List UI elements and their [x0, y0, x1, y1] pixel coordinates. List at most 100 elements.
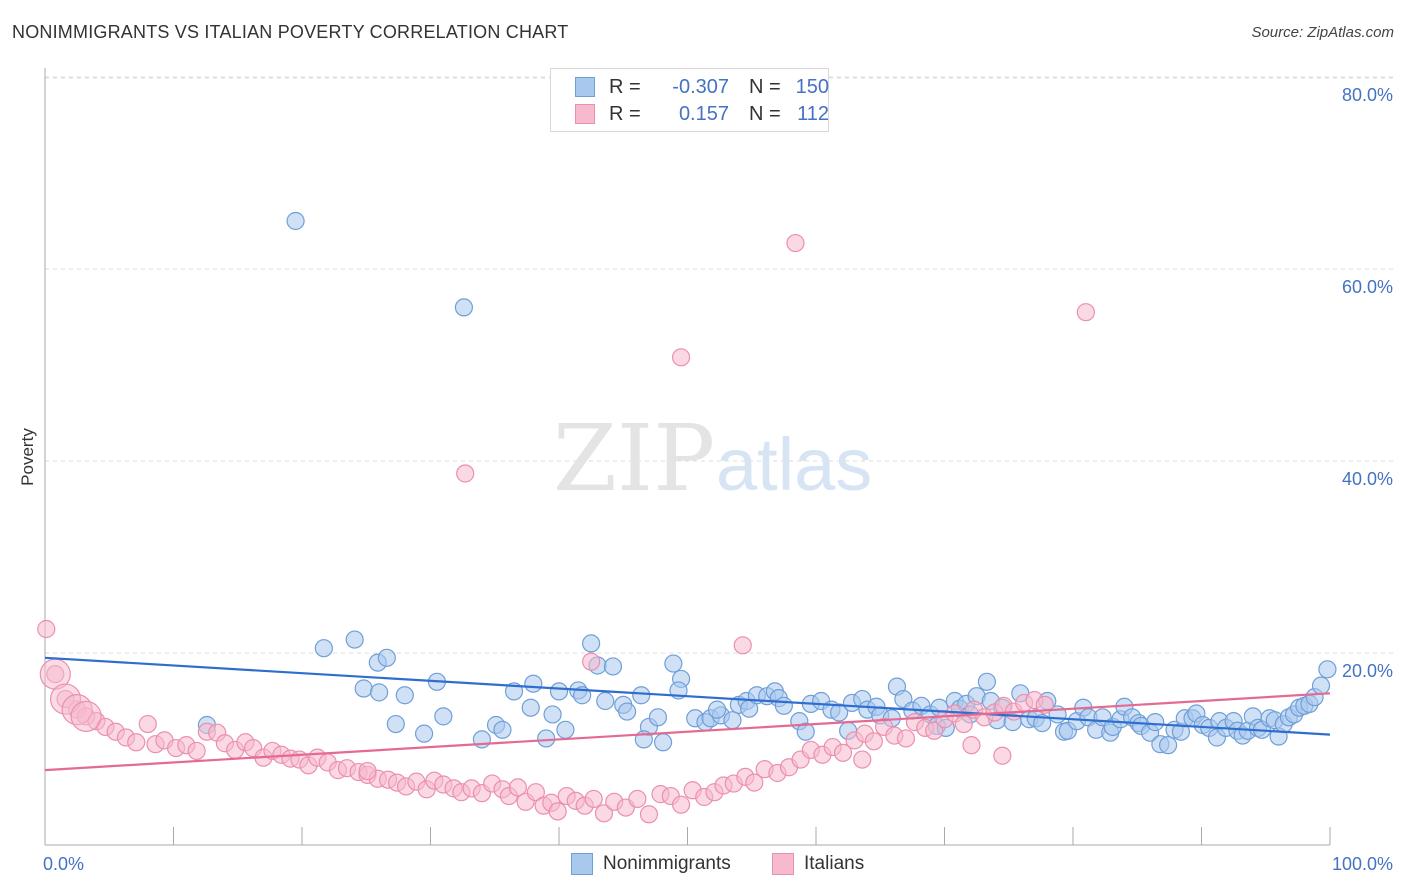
r-value: -0.307: [672, 75, 729, 98]
scatter-point: [386, 714, 405, 734]
scatter-point: [354, 679, 373, 698]
scatter-point: [537, 729, 556, 748]
scatter-point: [648, 708, 668, 727]
italians-points: [37, 233, 1095, 824]
scatter-point: [864, 732, 883, 751]
watermark-zip: ZIP: [553, 405, 715, 512]
scatter-point: [796, 722, 815, 741]
scatter-point: [853, 750, 872, 769]
scatter-point: [1146, 713, 1165, 732]
scatter-point: [549, 682, 569, 701]
x-tick-label: 0.0%: [43, 854, 84, 874]
scatter-point: [370, 683, 389, 702]
legend-row-nonimmigrants: R = -0.307 N = 150: [575, 75, 829, 99]
scatter-point: [632, 686, 651, 705]
blue-swatch: [575, 77, 595, 97]
n-label: N =: [749, 102, 781, 125]
x-tick-label: 100.0%: [1332, 854, 1393, 874]
y-tick-label: 80.0%: [1342, 85, 1393, 105]
scatter-point: [37, 619, 56, 639]
scatter-point: [434, 707, 453, 726]
scatter-point: [138, 714, 157, 734]
legend-item-italians: Italians: [772, 852, 864, 876]
pink-swatch: [575, 104, 595, 124]
scatter-point: [925, 721, 944, 740]
scatter-point: [556, 720, 575, 739]
trend-line: [44, 656, 1331, 736]
scatter-point: [493, 720, 512, 739]
scatter-point: [521, 698, 540, 717]
scatter-point: [833, 743, 853, 762]
scatter-point: [1318, 660, 1337, 679]
y-axis-label: Poverty: [18, 428, 37, 486]
legend-item-nonimmigrants: Nonimmigrants: [571, 852, 731, 876]
scatter-point: [1076, 303, 1095, 322]
scatter-point: [962, 736, 981, 755]
scatter-point: [993, 746, 1012, 765]
scatter-point: [70, 700, 102, 732]
blue-swatch: [571, 853, 593, 875]
scatter-point: [414, 724, 434, 743]
scatter-point: [733, 636, 752, 655]
scatter-point: [456, 464, 475, 483]
scatter-point: [1311, 676, 1331, 695]
scatter-point: [954, 714, 973, 734]
scatter-point: [358, 761, 377, 781]
axes: [44, 68, 1331, 846]
scatter-point: [671, 348, 691, 367]
trend-line: [44, 692, 1331, 772]
scatter-point: [745, 773, 764, 792]
source-label: Source: ZipAtlas.com: [1251, 24, 1394, 41]
scatter-point: [628, 789, 647, 809]
scatter-point: [524, 674, 543, 693]
scatter-point: [723, 711, 742, 730]
scatter-point: [187, 741, 206, 761]
scatter-point: [618, 702, 637, 721]
scatter-point: [377, 648, 396, 667]
watermark: ZIP atlas: [553, 405, 872, 512]
y-tick-label: 60.0%: [1342, 277, 1393, 297]
trend-lines: [44, 656, 1331, 772]
scatter-point: [639, 805, 659, 824]
pink-swatch: [772, 853, 794, 875]
scatter-point: [286, 211, 305, 231]
scatter-point: [127, 733, 146, 752]
watermark-atlas: atlas: [716, 423, 872, 506]
legend-row-italians: R = 0.157 N = 112: [575, 102, 829, 126]
scatter-point: [774, 696, 793, 715]
scatter-point: [1158, 736, 1178, 755]
scatter-point: [786, 233, 805, 253]
correlation-legend: R = -0.307 N = 150 R = 0.157 N = 112: [550, 68, 829, 132]
scatter-point: [345, 630, 364, 649]
legend-label: Italians: [804, 853, 865, 874]
scatter-point: [977, 672, 997, 691]
scatter-point: [454, 298, 474, 317]
scatter-point: [594, 804, 614, 823]
r-label: R =: [609, 102, 641, 125]
scatter-point: [603, 657, 623, 676]
scatter-point: [395, 686, 414, 705]
scatter-point: [653, 733, 673, 752]
scatter-point: [508, 778, 527, 797]
r-value: 0.157: [678, 102, 729, 125]
scatter-point: [584, 789, 603, 809]
scatter-point: [526, 783, 545, 802]
scatter-point: [582, 634, 601, 653]
n-value: 112: [797, 102, 829, 125]
n-value: 150: [795, 75, 829, 98]
legend-label: Nonimmigrants: [603, 853, 731, 874]
r-label: R =: [609, 75, 641, 98]
scatter-point: [314, 639, 333, 658]
scatter-point: [830, 703, 849, 722]
n-label: N =: [749, 75, 781, 98]
scatter-point: [707, 700, 727, 719]
scatter-point: [596, 691, 615, 711]
scatter-point: [543, 705, 562, 724]
tick-labels: 20.0% 40.0% 60.0% 80.0% 0.0% 100.0%: [43, 85, 1393, 874]
grid-lines: [45, 76, 1393, 654]
scatter-point: [1033, 713, 1052, 733]
scatter-point: [582, 652, 601, 671]
chart-title: NONIMMIGRANTS VS ITALIAN POVERTY CORRELA…: [12, 22, 569, 42]
scatter-point: [896, 729, 916, 748]
